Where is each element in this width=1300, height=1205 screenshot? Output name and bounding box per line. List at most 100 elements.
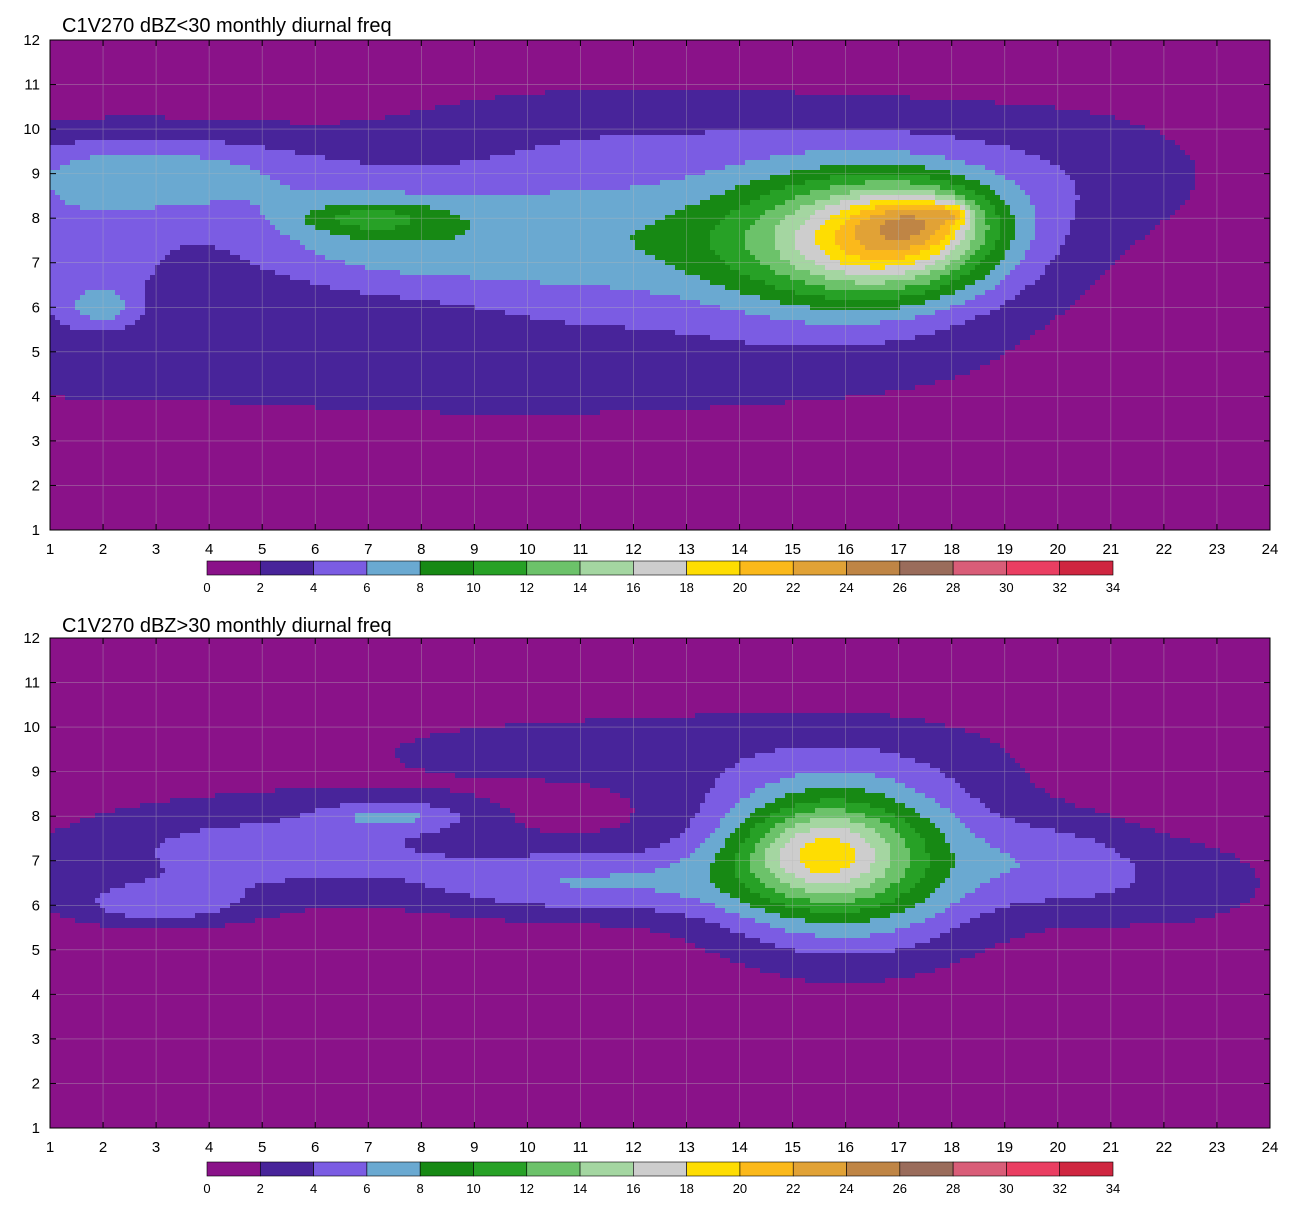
contour-band <box>795 240 816 246</box>
contour-band <box>900 833 921 839</box>
x-tick-label: 18 <box>943 1139 960 1156</box>
contour-band <box>930 255 946 261</box>
contour-band <box>960 215 966 221</box>
contour-band <box>710 833 731 839</box>
contour-band <box>815 808 846 814</box>
contour-band <box>50 225 276 231</box>
contour-band <box>50 65 1270 71</box>
contour-band <box>790 883 871 889</box>
contour-band <box>50 768 426 774</box>
contour-band <box>885 280 931 286</box>
contour-band <box>50 773 456 779</box>
contour-band <box>945 245 956 251</box>
contour-band <box>1000 220 1016 226</box>
contour-band <box>885 978 1270 984</box>
contour-band <box>900 295 941 301</box>
contour-band <box>730 808 756 814</box>
contour-band <box>960 225 971 231</box>
contour-band <box>990 185 1021 191</box>
contour-band <box>765 848 781 854</box>
contour-band <box>945 235 956 241</box>
contour-band <box>905 838 926 844</box>
contour-band <box>850 863 871 869</box>
contour-band <box>200 155 326 161</box>
contour-band <box>820 798 846 804</box>
contour-band <box>930 270 951 276</box>
contour-band <box>280 230 331 236</box>
contour-band <box>745 235 776 241</box>
contour-band <box>1065 310 1270 316</box>
contour-band <box>955 778 1031 784</box>
contour-band <box>805 843 851 849</box>
contour-band <box>1025 933 1270 939</box>
contour-band <box>910 848 926 854</box>
contour-band <box>560 878 711 884</box>
x-tick-label: 13 <box>678 541 695 558</box>
contour-band <box>50 415 1270 421</box>
x-tick-label: 6 <box>311 541 319 558</box>
contour-band <box>760 893 786 899</box>
contour-band <box>780 808 816 814</box>
contour-band <box>1100 275 1270 281</box>
contour-band <box>75 918 256 924</box>
contour-band <box>565 320 806 326</box>
colorbar-swatch <box>633 560 687 576</box>
contour-band <box>805 888 856 894</box>
contour-band <box>1000 355 1270 361</box>
contour-band <box>905 255 931 261</box>
contour-band <box>975 210 986 216</box>
contour-band <box>795 813 866 819</box>
contour-band <box>960 275 986 281</box>
contour-band <box>230 160 361 166</box>
contour-band <box>735 803 766 809</box>
contour-band <box>630 798 706 804</box>
contour-band <box>685 828 716 834</box>
contour-band <box>970 210 976 216</box>
contour-band <box>415 848 646 854</box>
contour-band <box>1095 280 1270 286</box>
contour-band <box>50 978 806 984</box>
contour-band <box>885 808 916 814</box>
contour-band <box>755 255 781 261</box>
contour-band <box>960 205 966 211</box>
contour-band <box>50 405 316 411</box>
contour-band <box>785 893 876 899</box>
contour-band <box>330 230 466 236</box>
contour-band <box>275 270 401 276</box>
contour-band <box>915 275 941 281</box>
contour-band <box>145 305 476 311</box>
contour-band <box>925 165 986 171</box>
contour-band <box>1075 803 1270 809</box>
contour-band <box>815 210 841 216</box>
contour-band <box>805 978 886 984</box>
contour-band <box>875 828 896 834</box>
contour-band <box>770 923 911 929</box>
contour-band <box>950 180 981 186</box>
contour-band <box>935 310 991 316</box>
contour-band <box>50 450 1270 456</box>
contour-band <box>50 195 61 201</box>
contour-band <box>50 180 281 186</box>
contour-band <box>915 335 1031 341</box>
contour-band <box>1070 230 1151 236</box>
contour-band <box>50 305 76 311</box>
contour-band <box>50 210 261 216</box>
contour-band <box>885 265 926 271</box>
contour-band <box>50 663 1270 669</box>
contour-band <box>825 285 906 291</box>
contour-band <box>715 225 751 231</box>
contour-band <box>940 828 971 834</box>
contour-band <box>940 883 981 889</box>
x-tick-label: 22 <box>1156 1139 1173 1156</box>
contour-band <box>950 963 1270 969</box>
contour-band <box>940 275 961 281</box>
x-tick-label: 1 <box>46 541 54 558</box>
contour-band <box>50 420 1270 426</box>
contour-band <box>405 908 656 914</box>
contour-band <box>60 195 711 201</box>
contour-band <box>545 903 716 909</box>
contour-band <box>850 190 936 196</box>
contour-band <box>860 873 886 879</box>
contour-band <box>995 943 1270 949</box>
contour-band <box>50 360 991 366</box>
